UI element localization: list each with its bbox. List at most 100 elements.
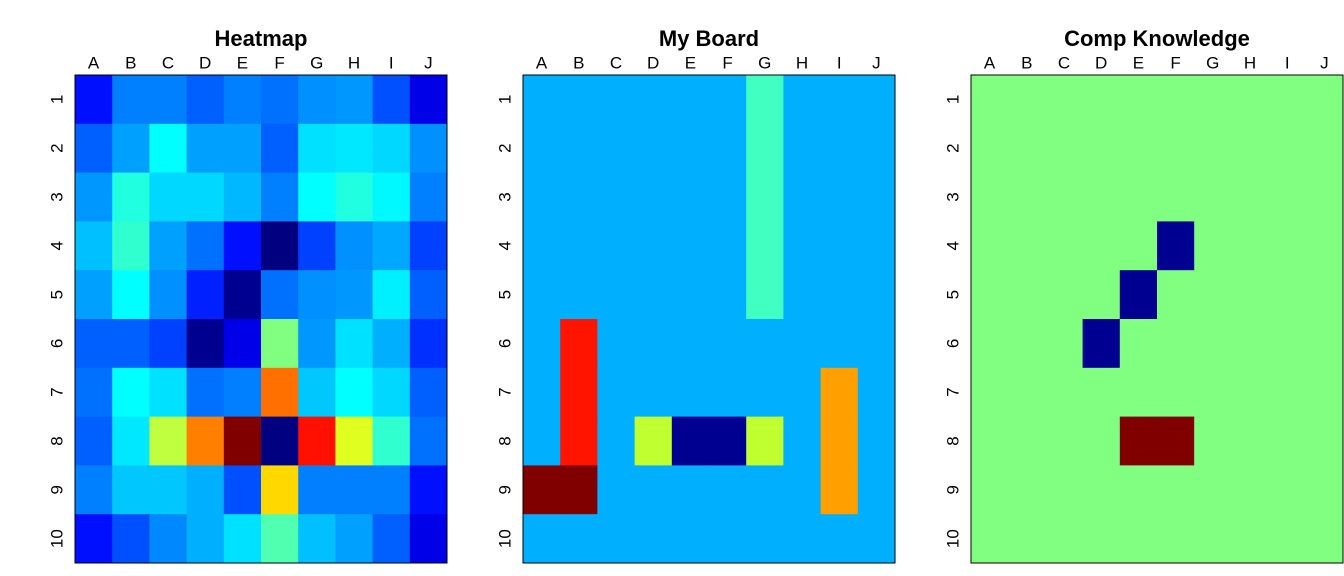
column-label: B — [1021, 53, 1032, 72]
grid-cell — [1119, 270, 1158, 320]
grid-cell — [597, 367, 636, 418]
grid-cell — [634, 75, 673, 125]
grid-cell — [634, 172, 673, 222]
grid-cell — [1305, 270, 1344, 320]
grid-cell — [1194, 465, 1232, 515]
grid-cell — [1082, 367, 1121, 418]
column-label: G — [758, 53, 771, 72]
grid-cell — [1157, 319, 1195, 369]
grid-cell — [261, 514, 299, 564]
column-label: I — [837, 53, 842, 72]
grid-cell — [746, 465, 784, 515]
grid-cell — [261, 270, 299, 320]
grid-cell — [1119, 75, 1158, 125]
row-label: 4 — [943, 241, 962, 250]
grid-cell — [709, 319, 747, 369]
grid-cell — [261, 123, 299, 174]
grid-cell — [1157, 123, 1195, 174]
grid-cell — [523, 367, 561, 418]
grid-cell — [820, 75, 859, 125]
grid-cell — [335, 123, 374, 174]
row-label: 5 — [495, 290, 514, 299]
grid-cell — [820, 416, 859, 466]
row-label: 6 — [943, 339, 962, 348]
grid-cell — [709, 270, 747, 320]
row-label: 9 — [943, 485, 962, 494]
grid-cell — [857, 514, 896, 564]
grid-cell — [671, 172, 710, 222]
grid-cell — [298, 319, 336, 369]
column-label: A — [536, 53, 548, 72]
grid-cell — [298, 75, 336, 125]
grid-cell — [75, 416, 113, 466]
grid-cell — [634, 416, 673, 466]
grid-cell — [335, 172, 374, 222]
grid-cell — [634, 514, 673, 564]
column-label: G — [310, 53, 323, 72]
column-label: E — [1133, 53, 1144, 72]
grid-cell — [1268, 416, 1307, 466]
grid-cell — [335, 319, 374, 369]
grid-cell — [971, 172, 1009, 222]
grid-cell — [1305, 367, 1344, 418]
grid-cell — [298, 172, 336, 222]
grid-cell — [335, 416, 374, 466]
grid-cell — [820, 221, 859, 271]
grid-cell — [298, 221, 336, 271]
grid-cell — [560, 270, 598, 320]
grid-cell — [112, 123, 150, 174]
grid-cell — [820, 465, 859, 515]
grid-cell — [597, 416, 636, 466]
grid-cell — [523, 172, 561, 222]
grid-cell — [335, 514, 374, 564]
grid-cell — [298, 123, 336, 174]
grid-cell — [709, 367, 747, 418]
row-label: 5 — [47, 290, 66, 299]
grid-cell — [597, 172, 636, 222]
grid-cell — [298, 514, 336, 564]
grid-cell — [1008, 172, 1046, 222]
grid-cell — [335, 465, 374, 515]
grid-cell — [560, 75, 598, 125]
column-label: I — [1285, 53, 1290, 72]
grid-cell — [560, 465, 598, 515]
grid-cell — [1305, 172, 1344, 222]
grid-cell — [1008, 270, 1046, 320]
grid-cell — [112, 319, 150, 369]
grid-cell — [298, 465, 336, 515]
row-label: 6 — [495, 339, 514, 348]
grid-cell — [671, 367, 710, 418]
row-label: 9 — [495, 485, 514, 494]
grid-cell — [671, 221, 710, 271]
grid-cell — [857, 270, 896, 320]
grid-cell — [523, 221, 561, 271]
panel-title: My Board — [659, 26, 759, 51]
grid-cell — [523, 416, 561, 466]
grid-cell — [634, 123, 673, 174]
row-label: 3 — [943, 192, 962, 201]
grid-cell — [75, 514, 113, 564]
grid-cell — [523, 514, 561, 564]
grid-cell — [112, 416, 150, 466]
grid-cell — [746, 367, 784, 418]
grid-cell — [1231, 270, 1270, 320]
column-label: E — [237, 53, 248, 72]
grid-cell — [1268, 319, 1307, 369]
grid-cell — [112, 514, 150, 564]
grid-cell — [261, 319, 299, 369]
grid-cell — [186, 221, 225, 271]
grid-cell — [1268, 75, 1307, 125]
grid-cell — [149, 465, 188, 515]
grid-cell — [1231, 367, 1270, 418]
grid-cell — [857, 367, 896, 418]
grid-cell — [671, 270, 710, 320]
column-label: D — [1095, 53, 1107, 72]
grid-cell — [746, 123, 784, 174]
grid-cell — [1268, 270, 1307, 320]
grid-cell — [746, 319, 784, 369]
grid-cell — [1082, 514, 1121, 564]
grid-cell — [634, 319, 673, 369]
grid-cell — [1119, 123, 1158, 174]
grid-cell — [709, 465, 747, 515]
grid-cell — [783, 416, 822, 466]
